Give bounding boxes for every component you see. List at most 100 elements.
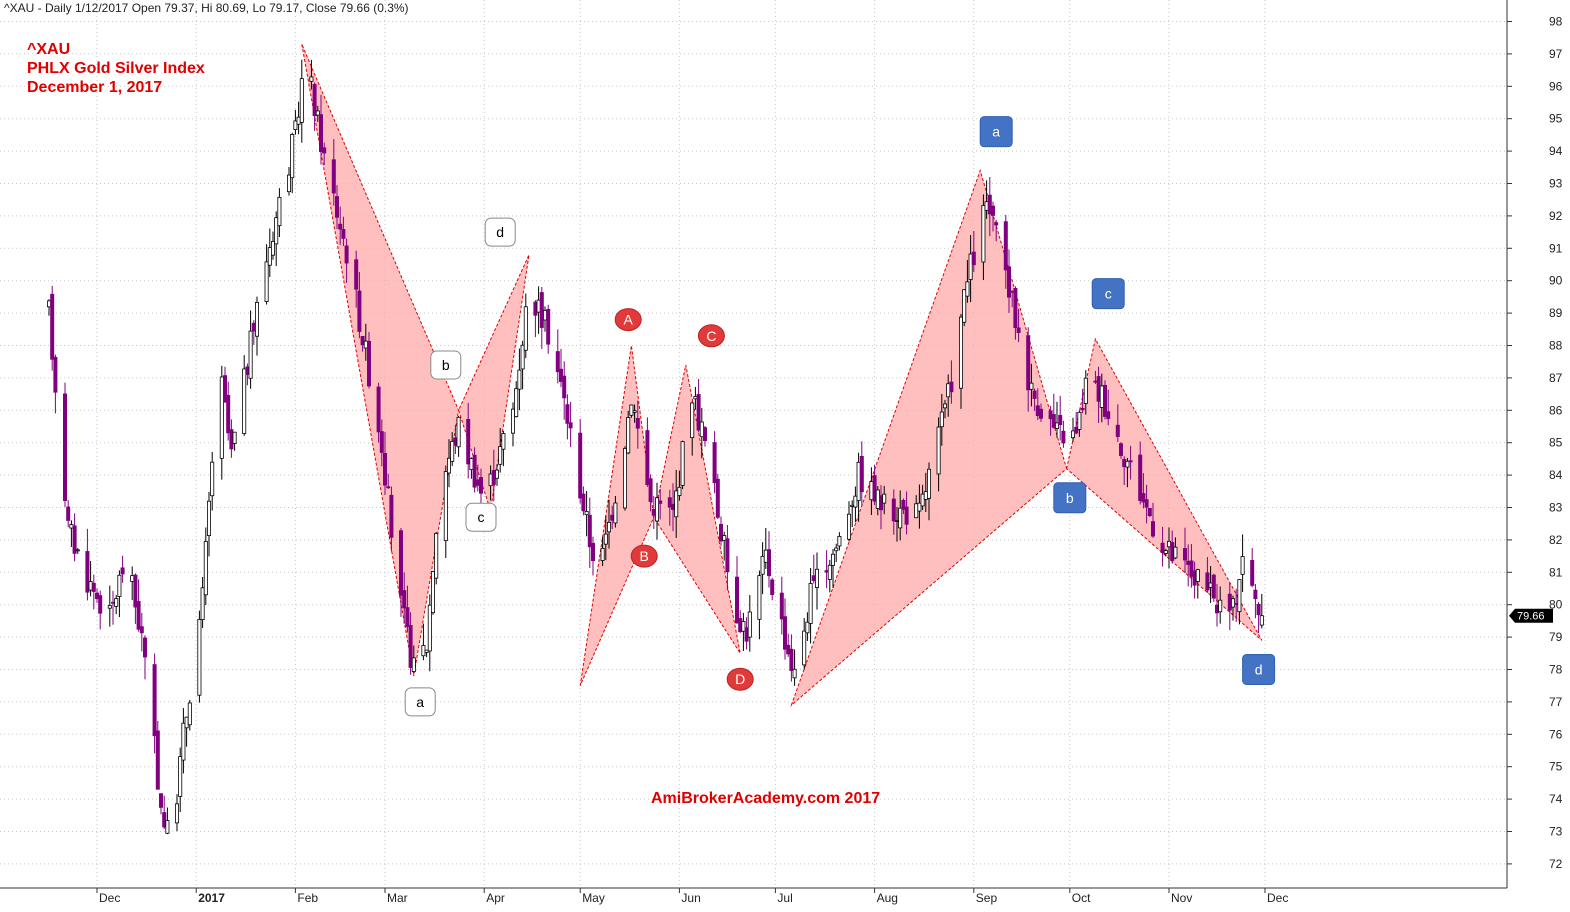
candle-body	[923, 491, 928, 500]
candle-body	[379, 431, 384, 453]
candle-body	[245, 366, 250, 375]
candle-body	[187, 702, 192, 726]
candle-body	[1147, 508, 1152, 517]
candle-body	[1083, 377, 1088, 404]
candle-body	[1167, 540, 1172, 548]
candle-body	[427, 604, 432, 652]
candle-body	[98, 595, 103, 614]
candle-body	[655, 497, 660, 522]
candle-body	[219, 376, 224, 459]
candle-body	[296, 116, 301, 125]
price-tag	[1509, 608, 1553, 623]
price-tag-label: 79.66	[1517, 611, 1545, 623]
candle-body	[981, 205, 986, 263]
candle-body	[405, 607, 410, 627]
candle-body	[584, 511, 589, 516]
candle-body	[651, 509, 656, 516]
candle-body	[200, 587, 205, 620]
candle-body	[488, 473, 493, 487]
y-tick-label: 94	[1549, 144, 1563, 158]
candle-body	[322, 147, 327, 154]
candle-body	[203, 540, 208, 596]
chart-header-info: ^XAU - Daily 1/12/2017 Open 79.37, Hi 80…	[4, 1, 409, 15]
candle-body	[789, 648, 794, 671]
candle-body	[658, 500, 663, 504]
candle-body	[456, 416, 461, 448]
candle-body	[360, 335, 365, 346]
candle-body	[1071, 430, 1076, 439]
candle-body	[1231, 598, 1236, 608]
pattern-triangle	[790, 168, 1068, 707]
candle-body	[75, 549, 80, 552]
label-text: c	[478, 509, 485, 525]
candle-body	[47, 300, 52, 308]
candle-body	[690, 402, 695, 439]
candle-body	[1195, 569, 1200, 582]
candle-body	[779, 592, 784, 620]
candle-body	[581, 493, 586, 512]
candle-body	[72, 525, 77, 554]
label-badge	[1053, 482, 1087, 514]
candle-body	[363, 340, 368, 349]
candle-body	[1016, 327, 1021, 333]
candle-body	[434, 532, 439, 579]
candle-body	[536, 299, 541, 313]
candle-body	[139, 626, 144, 634]
candle-body	[1215, 604, 1220, 614]
label-text: b	[442, 357, 450, 373]
candle-body	[607, 521, 612, 533]
candle-body	[725, 538, 730, 573]
candle-body	[398, 530, 403, 596]
candle-body	[949, 381, 954, 393]
candle-body	[1173, 546, 1178, 559]
candle-body	[613, 502, 618, 524]
x-tick-label: 2017	[198, 891, 225, 905]
label-badge	[465, 502, 497, 532]
candle-body	[1138, 454, 1143, 501]
candle-body	[895, 520, 900, 522]
candle-body	[382, 453, 387, 486]
candle-body	[898, 507, 903, 529]
label-badge	[404, 687, 436, 717]
candle-body	[1227, 593, 1232, 611]
candle-body	[917, 502, 922, 512]
y-tick-label: 73	[1549, 825, 1563, 839]
candle-body	[578, 432, 583, 499]
candle-body	[152, 664, 157, 737]
pattern-triangle	[1066, 337, 1263, 641]
x-tick-label: Aug	[877, 891, 898, 905]
candle-body	[770, 579, 775, 595]
candle-body	[158, 793, 163, 808]
y-tick-label: 88	[1549, 339, 1563, 353]
candle-body	[591, 542, 596, 562]
candle-body	[565, 404, 570, 424]
label-badge	[630, 544, 658, 568]
candle-body	[338, 223, 343, 230]
candle-body	[386, 486, 391, 489]
candle-body	[501, 433, 506, 450]
pattern-point-label: b	[1053, 482, 1087, 514]
candle-body	[1192, 570, 1197, 586]
candle-body	[366, 340, 371, 387]
candle-body	[50, 293, 55, 360]
candle-body	[1144, 499, 1149, 508]
candle-body	[847, 513, 852, 540]
candle-body	[1237, 579, 1242, 613]
candle-body	[757, 575, 762, 620]
candle-body	[376, 386, 381, 433]
candle-body	[430, 571, 435, 614]
candle-body	[1077, 411, 1082, 430]
candle-body	[424, 649, 429, 653]
candle-body	[1026, 335, 1031, 391]
candle-body	[443, 471, 448, 542]
candle-body	[703, 427, 708, 442]
candle-body	[623, 448, 628, 509]
candle-body	[1170, 542, 1175, 561]
candle-body	[264, 261, 269, 302]
candle-body	[1183, 548, 1188, 561]
candle-body	[1074, 426, 1079, 434]
candle-body	[959, 316, 964, 389]
y-tick-label: 84	[1549, 468, 1563, 482]
candle-body	[546, 309, 551, 345]
candle-body	[210, 461, 215, 497]
